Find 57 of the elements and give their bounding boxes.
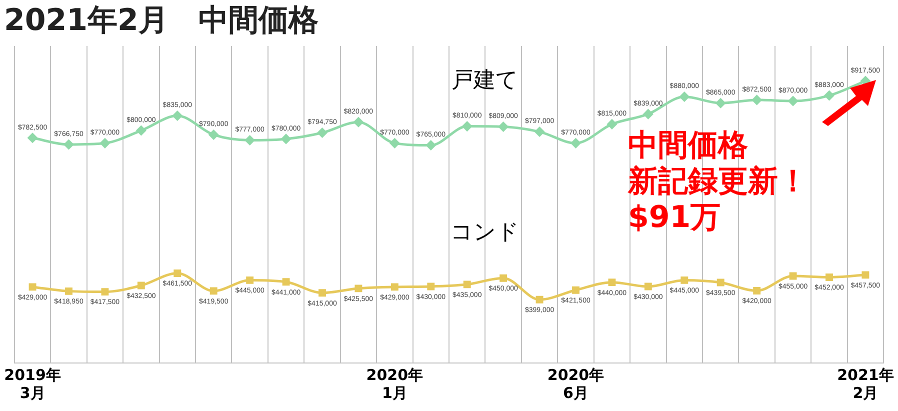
point (426, 140, 436, 150)
point (246, 276, 254, 284)
point (64, 140, 74, 150)
point (824, 90, 834, 100)
point (100, 138, 110, 148)
point (534, 127, 544, 137)
point (172, 111, 182, 121)
x-tick-label: 2021年 2月 (837, 366, 894, 402)
annotation: 中間価格 (628, 128, 749, 164)
point (354, 284, 362, 292)
point (354, 117, 364, 127)
point (716, 98, 726, 108)
point (208, 130, 218, 140)
point (500, 274, 508, 282)
point (210, 287, 218, 295)
point (716, 278, 724, 286)
point (680, 276, 688, 284)
point (643, 109, 653, 119)
point (644, 282, 652, 290)
point (752, 95, 762, 105)
point (427, 282, 435, 290)
series-label: 戸建て (452, 68, 519, 94)
point (65, 287, 72, 295)
point (318, 128, 327, 138)
series-label: コンド (450, 220, 520, 245)
x-tick-label: 2020年 1月 (366, 366, 424, 402)
point (318, 289, 326, 297)
point (571, 138, 580, 148)
point (101, 288, 109, 296)
point (607, 119, 617, 129)
point (281, 134, 291, 144)
point (462, 122, 472, 132)
annotation: 新記録更新！ (628, 164, 808, 200)
point (390, 138, 400, 148)
point (753, 287, 761, 294)
point (680, 92, 690, 102)
point (862, 271, 870, 279)
point (136, 126, 146, 136)
point (572, 286, 580, 294)
chart-title: 2021年2月 中間価格 (4, 2, 318, 38)
x-tick-label: 2020年 6月 (547, 366, 604, 402)
point (390, 283, 398, 291)
point (608, 278, 616, 286)
x-tick-label: 2019年 3月 (4, 366, 61, 402)
point (28, 133, 38, 143)
point (826, 274, 833, 281)
point (245, 135, 255, 145)
point (536, 296, 544, 304)
point (463, 280, 471, 288)
point (137, 282, 145, 290)
point (174, 270, 182, 277)
annotation: $91万 (628, 200, 722, 236)
point (789, 272, 797, 280)
point (788, 96, 798, 106)
point (282, 278, 290, 286)
point (498, 122, 508, 132)
point (28, 283, 36, 291)
